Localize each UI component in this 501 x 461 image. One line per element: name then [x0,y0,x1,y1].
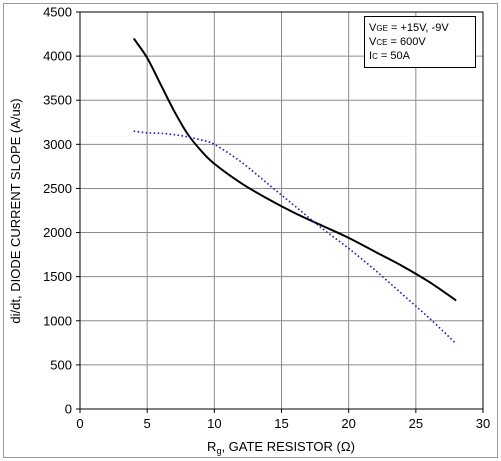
legend-line-ic: IC = 50A [369,50,411,62]
grid-lines [80,12,483,409]
y-tick-label: 1500 [43,269,72,284]
x-tick-label: 0 [76,416,83,431]
x-axis-title: Rg, GATE RESISTOR (Ω) [207,439,355,456]
y-tick-label: 1000 [43,313,72,328]
legend-line-vge: VGE = +15V, -9V [369,22,449,34]
y-tick-label: 4500 [43,5,72,20]
series-line-dotted [133,130,457,345]
y-tick-label: 500 [50,357,72,372]
y-tick-label: 0 [65,402,72,417]
x-tick-label: 25 [409,416,423,431]
x-tick-label: 20 [341,416,355,431]
y-tick-label: 4000 [43,49,72,64]
x-tick-label: 15 [274,416,288,431]
y-tick-label: 3000 [43,137,72,152]
plot-frame [79,11,484,410]
series-line-solid [132,37,457,302]
y-tick-label: 2000 [43,225,72,240]
chart-border [3,3,498,458]
legend-line-vce: VCE = 600V [369,36,426,48]
y-axis-title: di/dt, DIODE CURRENT SLOPE (A/us) [8,98,23,323]
legend-box [364,16,476,68]
tick-labels: 0 5 10 15 20 25 30 0 500 1000 1500 2000 2500 3000 3500… [43,5,490,432]
y-tick-label: 2500 [43,181,72,196]
x-tick-label: 5 [144,416,151,431]
conditions-legend: VGE = +15V, -9V VCE = 600V IC = 50A [364,16,476,68]
series-lines [132,37,457,345]
y-tick-label: 3500 [43,93,72,108]
x-tick-label: 30 [476,416,490,431]
x-tick-label: 10 [207,416,221,431]
